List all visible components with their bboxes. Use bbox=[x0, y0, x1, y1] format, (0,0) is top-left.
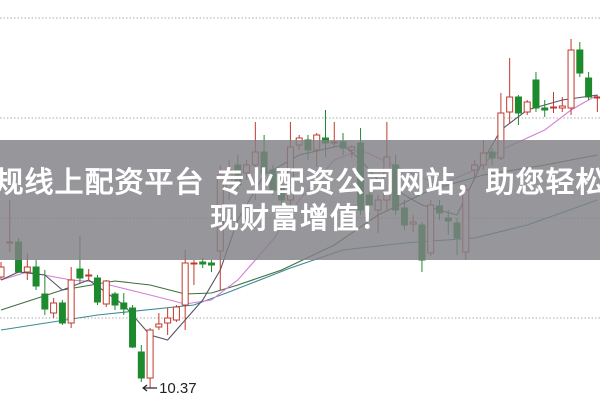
candle-body bbox=[190, 262, 198, 265]
candle-body bbox=[67, 279, 75, 324]
candle-body bbox=[585, 77, 593, 98]
candle-up bbox=[164, 308, 172, 335]
candle-body bbox=[164, 317, 172, 324]
candle-body bbox=[532, 79, 540, 109]
low-price-annotation: 10.37 bbox=[142, 380, 197, 397]
candle-body bbox=[93, 277, 101, 303]
candle-body bbox=[550, 106, 558, 109]
candle-body bbox=[172, 306, 180, 321]
candle-down bbox=[111, 292, 119, 310]
arrow-head-icon bbox=[142, 384, 148, 392]
candle-body bbox=[111, 293, 119, 306]
banner-line-1: 正规线上配资平台 专业配资公司网站，助您轻松实 bbox=[0, 165, 600, 199]
candle-up bbox=[0, 262, 5, 280]
candle-down bbox=[207, 260, 215, 272]
candle-body bbox=[541, 107, 549, 111]
promo-banner: 正规线上配资平台 专业配资公司网站，助您轻松实 现财富增值！ bbox=[0, 140, 600, 260]
candle-body bbox=[120, 302, 128, 310]
candle-body bbox=[506, 96, 514, 113]
candle-down bbox=[93, 275, 101, 305]
candle-down bbox=[32, 260, 40, 290]
candle-body bbox=[32, 266, 40, 287]
candle-body bbox=[58, 302, 66, 324]
candle-down bbox=[41, 270, 49, 315]
candle-down bbox=[129, 305, 137, 348]
candle-up bbox=[155, 313, 163, 330]
candle-down bbox=[532, 72, 540, 112]
banner-line-2: 现财富增值！ bbox=[209, 201, 390, 235]
candle-body bbox=[523, 101, 531, 113]
candle-body bbox=[76, 268, 84, 279]
candle-body bbox=[129, 307, 137, 348]
candle-body bbox=[576, 49, 584, 74]
candle-body bbox=[41, 293, 49, 310]
candle-up bbox=[146, 328, 154, 388]
candle-body bbox=[23, 266, 31, 273]
low-price-label: 10.37 bbox=[159, 380, 197, 397]
candle-down bbox=[137, 345, 145, 382]
candle-up bbox=[102, 280, 110, 307]
candle-down bbox=[585, 72, 593, 100]
candle-body bbox=[181, 262, 189, 306]
candle-up bbox=[50, 298, 58, 318]
candle-up bbox=[550, 92, 558, 113]
candle-up bbox=[85, 269, 93, 280]
candle-body bbox=[0, 266, 5, 278]
candle-up bbox=[567, 39, 575, 115]
candle-body bbox=[146, 329, 154, 379]
candle-up bbox=[172, 305, 180, 322]
candle-down bbox=[541, 100, 549, 117]
candle-down bbox=[120, 293, 128, 315]
candle-body bbox=[593, 96, 600, 99]
candle-body bbox=[155, 323, 163, 328]
candle-down bbox=[514, 95, 522, 125]
candle-up bbox=[523, 100, 531, 115]
candle-body bbox=[567, 49, 575, 109]
candle-up bbox=[506, 58, 514, 123]
candle-body bbox=[558, 105, 566, 109]
candle-up bbox=[593, 95, 600, 112]
candle-up bbox=[558, 97, 566, 112]
candle-body bbox=[514, 96, 522, 114]
candle-up bbox=[190, 260, 198, 285]
candle-body bbox=[102, 280, 110, 305]
candle-body bbox=[137, 351, 145, 379]
candle-body bbox=[199, 261, 207, 265]
candle-body bbox=[50, 302, 58, 314]
candle-down bbox=[576, 42, 584, 77]
candle-body bbox=[85, 274, 93, 277]
candle-down bbox=[58, 300, 66, 325]
candle-up bbox=[67, 267, 75, 328]
candle-body bbox=[207, 262, 215, 266]
